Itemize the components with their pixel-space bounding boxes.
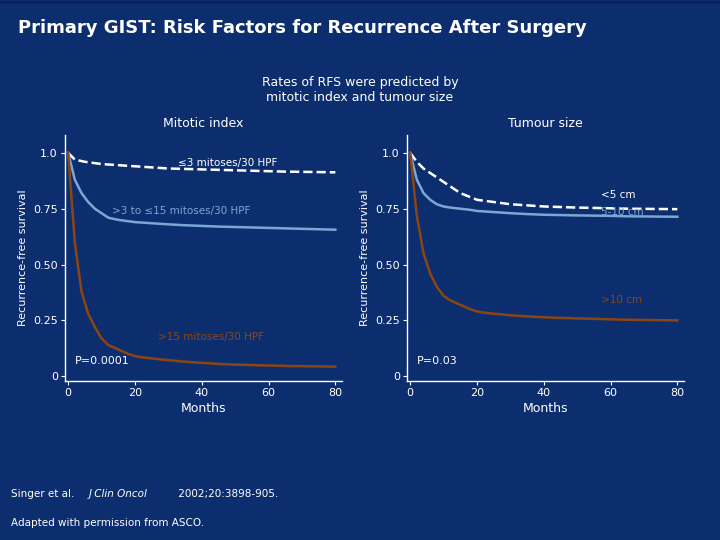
Text: >15 mitoses/30 HPF: >15 mitoses/30 HPF: [158, 332, 264, 342]
Title: Tumour size: Tumour size: [508, 117, 582, 130]
X-axis label: Months: Months: [181, 402, 226, 415]
Text: Rates of RFS were predicted by
mitotic index and tumour size: Rates of RFS were predicted by mitotic i…: [261, 77, 459, 104]
Text: J Clin Oncol: J Clin Oncol: [89, 489, 148, 499]
Text: Singer et al.: Singer et al.: [11, 489, 78, 499]
Text: Adapted with permission from ASCO.: Adapted with permission from ASCO.: [11, 518, 204, 528]
Text: >3 to ≤15 mitoses/30 HPF: >3 to ≤15 mitoses/30 HPF: [112, 206, 250, 216]
Title: Mitotic index: Mitotic index: [163, 117, 243, 130]
Text: ≤3 mitoses/30 HPF: ≤3 mitoses/30 HPF: [179, 158, 278, 168]
X-axis label: Months: Months: [523, 402, 568, 415]
Text: P=0.0001: P=0.0001: [75, 356, 130, 366]
Text: 5-10 cm: 5-10 cm: [600, 207, 643, 217]
Text: >10 cm: >10 cm: [600, 295, 642, 305]
Text: <5 cm: <5 cm: [600, 190, 635, 200]
Text: P=0.03: P=0.03: [417, 356, 458, 366]
Text: Primary GIST: Risk Factors for Recurrence After Surgery: Primary GIST: Risk Factors for Recurrenc…: [18, 19, 587, 37]
Y-axis label: Recurrence-free survival: Recurrence-free survival: [359, 190, 369, 326]
Text: 2002;20:3898-905.: 2002;20:3898-905.: [174, 489, 278, 499]
Y-axis label: Recurrence-free survival: Recurrence-free survival: [17, 190, 27, 326]
